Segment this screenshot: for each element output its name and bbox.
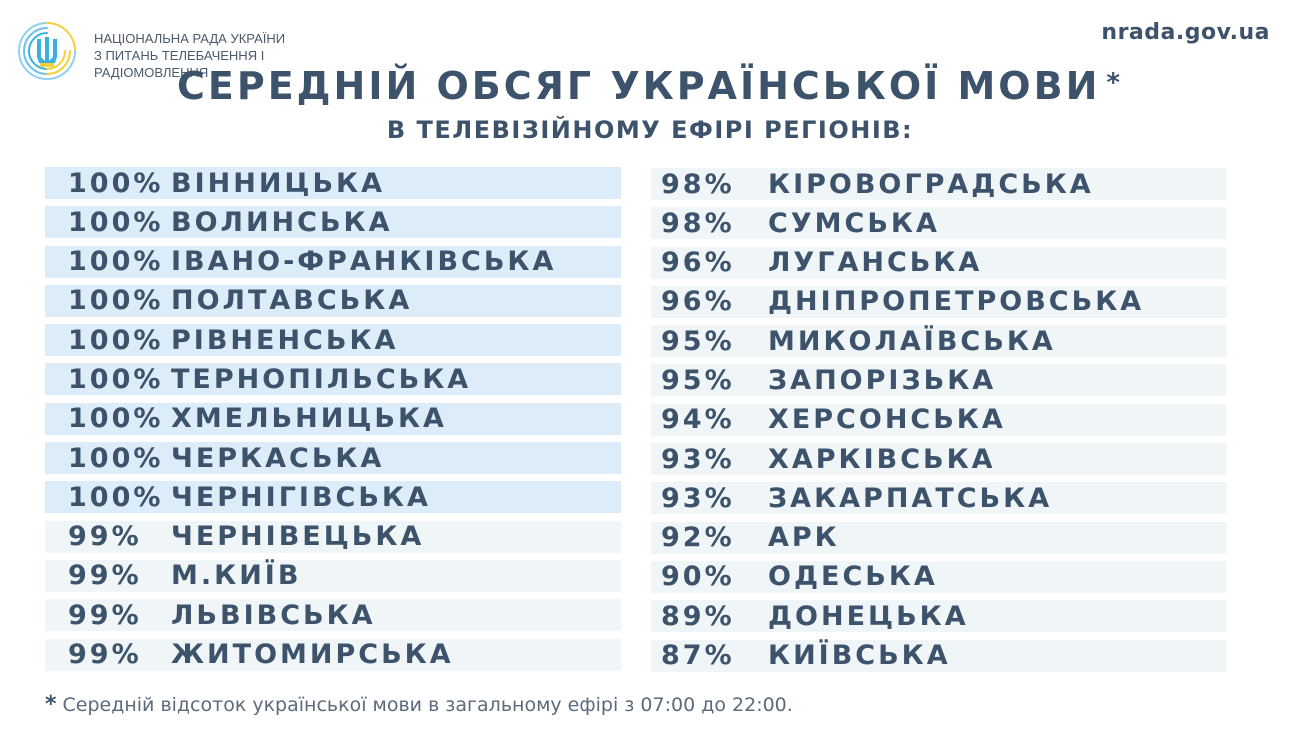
table-row: 95% ЗАПОРІЗЬКА [651,364,1226,397]
site-url[interactable]: nrada.gov.ua [1101,20,1270,45]
row-region: ПОЛТАВСЬКА [171,285,413,317]
row-percent: 95% [661,364,735,396]
left-column: 100% ВІННИЦЬКА 100% ВОЛИНСЬКА 100% ІВАНО-ФРАН… [45,167,621,678]
table-row: 100% ВОЛИНСЬКА [45,206,621,239]
table-row: 100% ВІННИЦЬКА [45,167,621,199]
table-row: 98% КІРОВОГРАДСЬКА [651,168,1226,200]
row-percent: 90% [661,561,735,593]
table-row: 96% ДНІПРОПЕТРОВСЬКА [651,285,1226,318]
title-text: СЕРЕДНІЙ ОБСЯГ УКРАЇНСЬКОЇ МОВИ [177,64,1101,108]
table-row: 100% РІВНЕНСЬКА [45,324,621,357]
table-row: 100% ІВАНО-ФРАНКІВСЬКА [45,245,621,278]
table-row: 93% ХАРКІВСЬКА [651,443,1226,476]
row-percent: 100% [68,324,164,356]
title-footnote-mark: * [1106,68,1123,98]
row-percent: 99% [68,599,142,631]
org-line: НАЦІОНАЛЬНА РАДА УКРАЇНИ [94,31,286,46]
row-percent: 100% [68,442,164,474]
organization-name: НАЦІОНАЛЬНА РАДА УКРАЇНИ З ПИТАНЬ ТЕЛЕБА… [94,30,285,81]
row-region: ЧЕРНІВЕЦЬКА [171,521,425,553]
table-row: 95% МИКОЛАЇВСЬКА [651,325,1226,358]
table-row: 99% М.КИЇВ [45,559,621,592]
row-percent: 99% [68,521,142,553]
row-percent: 99% [68,560,142,592]
row-region: ХАРКІВСЬКА [768,443,996,475]
row-percent: 100% [68,246,164,278]
row-region: ОДЕСЬКА [768,561,938,593]
row-region: АРК [768,522,840,554]
table-row: 100% ПОЛТАВСЬКА [45,284,621,317]
table-row: 99% ЖИТОМИРСЬКА [45,638,621,671]
row-percent: 93% [661,443,735,475]
row-percent: 100% [68,285,164,317]
logo [14,17,80,89]
chart-title: СЕРЕДНІЙ ОБСЯГ УКРАЇНСЬКОЇ МОВИ * [0,64,1300,108]
footnote-text: Середній відсоток української мови в заг… [62,694,793,716]
footnote-mark: * [45,692,57,717]
table-row: 92% АРК [651,521,1226,554]
table-row: 93% ЗАКАРПАТСЬКА [651,482,1226,515]
table-row: 90% ОДЕСЬКА [651,560,1226,593]
row-percent: 100% [68,167,164,199]
row-percent: 100% [68,206,164,238]
row-region: ДОНЕЦЬКА [768,600,969,632]
row-region: ХМЕЛЬНИЦЬКА [171,403,447,435]
row-region: КИЇВСЬКА [768,640,951,672]
table-row: 96% ЛУГАНСЬКА [651,246,1226,279]
row-percent: 87% [661,640,735,672]
row-percent: 96% [661,286,735,318]
table-row: 94% ХЕРСОНСЬКА [651,403,1226,436]
table-row: 100% ЧЕРКАСЬКА [45,442,621,475]
row-region: МИКОЛАЇВСЬКА [768,325,1056,357]
row-region: СУМСЬКА [768,207,940,239]
row-region: ТЕРНОПІЛЬСЬКА [171,363,472,395]
row-percent: 92% [661,522,735,554]
row-percent: 94% [661,404,735,436]
row-region: ВІННИЦЬКА [171,167,386,199]
row-percent: 96% [661,247,735,279]
right-column: 98% КІРОВОГРАДСЬКА 98% СУМСЬКА 96% ЛУГАНСЬКА 9… [651,168,1226,679]
row-region: ВОЛИНСЬКА [171,206,393,238]
row-region: ІВАНО-ФРАНКІВСЬКА [171,246,557,278]
trident-icon [18,22,76,80]
table-row: 99% ЧЕРНІВЕЦЬКА [45,520,621,553]
row-percent: 100% [68,403,164,435]
table-row: 87% КИЇВСЬКА [651,639,1226,672]
row-percent: 98% [661,168,735,200]
table-row: 100% ТЕРНОПІЛЬСЬКА [45,363,621,396]
org-line: З ПИТАНЬ ТЕЛЕБАЧЕННЯ І [94,48,265,63]
row-region: ЛЬВІВСЬКА [171,599,376,631]
row-percent: 93% [661,482,735,514]
row-region: ХЕРСОНСЬКА [768,404,1006,436]
row-percent: 95% [661,325,735,357]
row-percent: 100% [68,363,164,395]
row-region: ДНІПРОПЕТРОВСЬКА [768,286,1145,318]
row-region: ЛУГАНСЬКА [768,247,983,279]
org-line: РАДІОМОВЛЕННЯ [94,65,209,80]
table-row: 98% СУМСЬКА [651,207,1226,240]
row-percent: 100% [68,481,164,513]
row-region: ЗАКАРПАТСЬКА [768,482,1053,514]
chart-subtitle: В ТЕЛЕВІЗІЙНОМУ ЕФІРІ РЕГІОНІВ: [386,116,914,144]
row-region: М.КИЇВ [171,560,302,592]
table-row: 89% ДОНЕЦЬКА [651,600,1226,633]
footnote: * Середній відсоток української мови в за… [45,692,793,717]
table-row: 100% ЧЕРНІГІВСЬКА [45,481,621,514]
row-percent: 98% [661,207,735,239]
row-percent: 89% [661,600,735,632]
table-row: 100% ХМЕЛЬНИЦЬКА [45,402,621,435]
row-region: ЗАПОРІЗЬКА [768,364,997,396]
row-region: КІРОВОГРАДСЬКА [768,168,1094,200]
row-region: ЖИТОМИРСЬКА [171,639,454,671]
row-region: ЧЕРКАСЬКА [171,442,385,474]
table-row: 99% ЛЬВІВСЬКА [45,599,621,632]
row-percent: 99% [68,639,142,671]
row-region: ЧЕРНІГІВСЬКА [171,481,431,513]
row-region: РІВНЕНСЬКА [171,324,399,356]
